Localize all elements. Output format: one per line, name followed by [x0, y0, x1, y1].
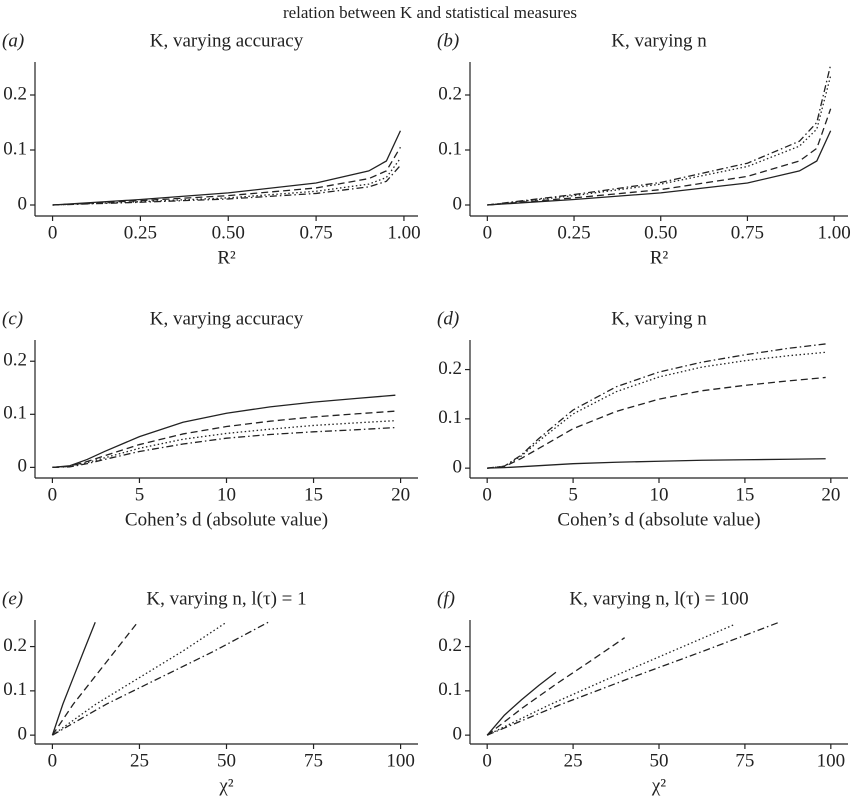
- x-tick-label: 25: [130, 750, 149, 771]
- y-tick-label: 0.2: [438, 83, 462, 104]
- panel-label: (b): [437, 30, 459, 51]
- x-tick-label: 10: [217, 484, 236, 505]
- y-tick-label: 0.1: [3, 403, 27, 424]
- data-line: [52, 426, 396, 469]
- y-tick-label: 0.2: [3, 635, 27, 656]
- x-tick-label: 50: [650, 750, 669, 771]
- figure-title: relation between K and statistical measu…: [283, 3, 577, 22]
- y-tick-label: 0: [18, 193, 28, 214]
- data-line: [487, 343, 826, 469]
- panel-label: (c): [2, 308, 23, 329]
- data-line: [52, 130, 402, 206]
- data-line: [52, 420, 396, 469]
- x-axis-label: Cohen’s d (absolute value): [557, 509, 760, 530]
- x-tick-label: 75: [304, 750, 323, 771]
- y-tick-label: 0.2: [438, 358, 462, 379]
- panel-label: (f): [437, 588, 455, 609]
- data-line: [52, 621, 227, 736]
- y-tick-label: 0: [453, 193, 463, 214]
- data-line: [52, 164, 401, 206]
- panel-label: (d): [437, 308, 459, 329]
- x-tick-label: 50: [217, 750, 236, 771]
- x-tick-label: 0.25: [124, 222, 157, 243]
- panel-title: K, varying accuracy: [150, 308, 304, 329]
- x-tick-label: 0.25: [557, 222, 590, 243]
- x-tick-label: 1.00: [387, 222, 420, 243]
- data-line: [52, 394, 396, 469]
- y-tick-label: 0.1: [438, 407, 462, 428]
- x-tick-label: 0: [482, 750, 492, 771]
- data-line: [487, 108, 832, 206]
- x-axis-label: χ²: [218, 775, 233, 796]
- x-tick-label: 0: [48, 222, 58, 243]
- data-line: [487, 458, 826, 469]
- x-tick-label: 25: [564, 750, 583, 771]
- x-tick-label: 100: [386, 750, 415, 771]
- data-line: [486, 671, 557, 736]
- x-axis-label: χ²: [651, 775, 666, 796]
- data-line: [52, 410, 396, 469]
- y-tick-label: 0: [18, 724, 28, 745]
- panel-title: K, varying accuracy: [150, 30, 304, 51]
- data-line: [52, 157, 401, 206]
- x-axis-label: R²: [217, 247, 236, 268]
- x-tick-label: 15: [304, 484, 323, 505]
- y-tick-label: 0.1: [3, 138, 27, 159]
- x-tick-label: 0: [483, 222, 493, 243]
- x-axis-label: R²: [650, 247, 669, 268]
- x-tick-label: 0.50: [644, 222, 677, 243]
- x-axis-label: Cohen’s d (absolute value): [125, 509, 328, 530]
- data-line: [487, 376, 826, 469]
- data-line: [487, 130, 832, 206]
- y-tick-label: 0.2: [3, 83, 27, 104]
- x-tick-label: 0.50: [212, 222, 245, 243]
- panel-label: (a): [2, 30, 24, 51]
- x-tick-label: 1.00: [818, 222, 851, 243]
- panel-title: K, varying n: [611, 308, 707, 329]
- panel-title: K, varying n, l(τ) = 1: [146, 588, 306, 609]
- x-tick-label: 0: [482, 484, 492, 505]
- y-tick-label: 0.1: [438, 679, 462, 700]
- x-tick-label: 75: [735, 750, 754, 771]
- x-tick-label: 5: [135, 484, 145, 505]
- x-tick-label: 0.75: [731, 222, 764, 243]
- x-tick-label: 10: [650, 484, 669, 505]
- data-line: [52, 146, 401, 206]
- data-line: [487, 75, 832, 206]
- x-tick-label: 100: [817, 750, 846, 771]
- y-tick-label: 0.1: [3, 679, 27, 700]
- data-line: [487, 64, 832, 206]
- y-tick-label: 0.2: [3, 350, 27, 371]
- data-line: [51, 621, 139, 736]
- data-line: [486, 621, 780, 736]
- panel-title: K, varying n, l(τ) = 100: [569, 588, 748, 609]
- data-line: [51, 621, 96, 736]
- data-line: [486, 623, 735, 736]
- x-tick-label: 20: [391, 484, 410, 505]
- x-tick-label: 0.75: [299, 222, 332, 243]
- y-tick-label: 0.1: [438, 138, 462, 159]
- y-tick-label: 0: [18, 456, 28, 477]
- x-tick-label: 0: [48, 484, 58, 505]
- panel-title: K, varying n: [611, 30, 707, 51]
- panel-label: (e): [2, 588, 23, 609]
- data-line: [52, 621, 269, 736]
- y-tick-label: 0.2: [438, 635, 462, 656]
- data-line: [486, 637, 626, 736]
- data-line: [487, 351, 826, 469]
- x-tick-label: 15: [735, 484, 754, 505]
- x-tick-label: 0: [48, 750, 58, 771]
- x-tick-label: 5: [568, 484, 578, 505]
- y-tick-label: 0: [453, 457, 463, 478]
- y-tick-label: 0: [453, 724, 463, 745]
- x-tick-label: 20: [821, 484, 840, 505]
